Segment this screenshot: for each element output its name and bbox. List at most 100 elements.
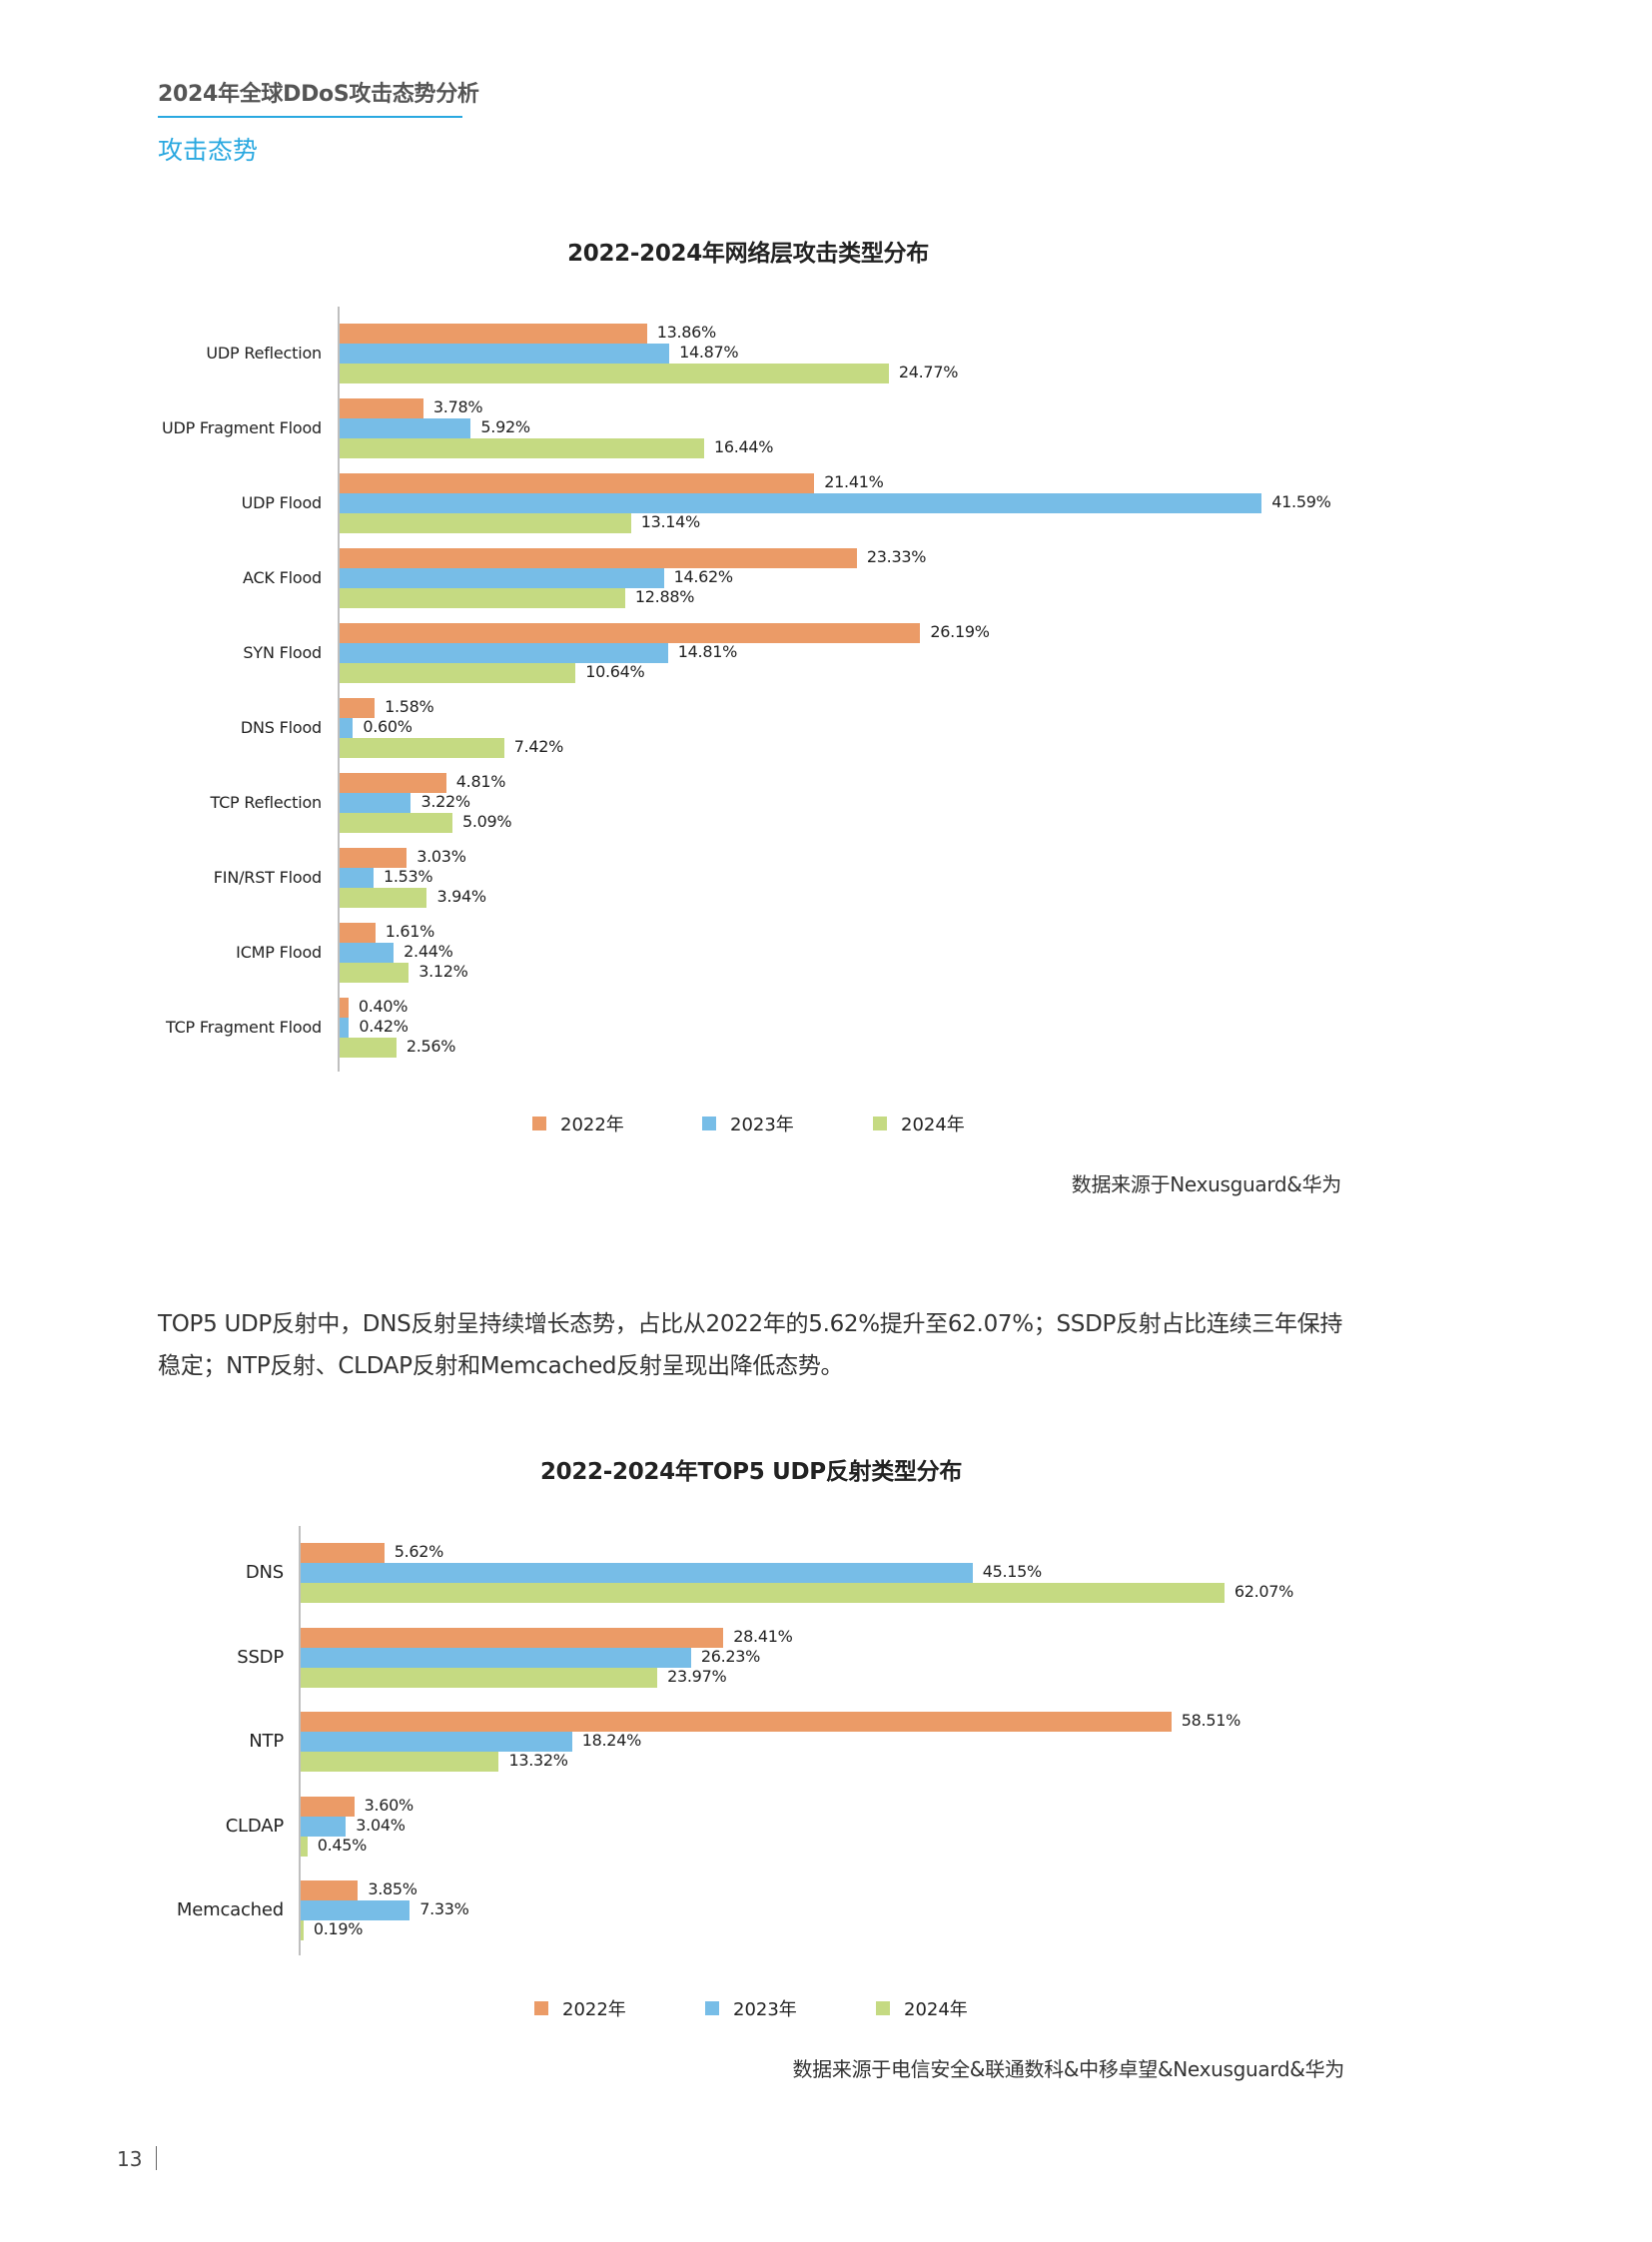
legend-label: 2024年 [904,1999,968,2020]
bar-2022 [340,623,921,643]
bar-2022 [301,1627,724,1648]
data-label: 3.60% [364,1795,414,1815]
category-label: CLDAP [225,1815,285,1837]
bar-2022 [340,473,815,493]
bar-2023 [340,643,668,663]
category-label: ICMP Flood [236,943,322,962]
data-label: 3.78% [432,397,483,416]
category-label: Memcached [176,1899,284,1920]
y-axis [299,1526,301,1955]
bar-2024 [340,1038,397,1058]
section-title: 攻击态势 [158,136,259,165]
category-label: FIN/RST Flood [213,868,322,887]
data-label: 14.87% [679,343,739,362]
bar-2024 [340,438,704,458]
bar-2023 [340,1018,350,1038]
bar-2023 [340,568,664,588]
bar-2024 [301,1920,304,1940]
bar-2023 [340,718,354,738]
bar-2024 [340,888,427,908]
bar-2024 [340,513,631,533]
category-label: SSDP [237,1646,284,1668]
data-label: 5.92% [480,417,530,436]
data-label: 13.32% [508,1751,568,1770]
bar-2024 [340,588,625,608]
data-label: 3.94% [436,887,486,906]
legend-item-2022: 2022年 [532,1111,624,1136]
bar-2024 [340,663,576,683]
bar-2022 [301,1712,1172,1732]
bar-2023 [301,1647,691,1668]
bar-2022 [340,848,408,868]
legend-item-2022: 2022年 [534,1995,626,2021]
bar-2022 [301,1543,385,1563]
data-label: 26.19% [930,622,990,641]
data-label: 3.22% [420,792,470,811]
data-label: 7.33% [419,1899,469,1918]
legend-label: 2022年 [562,1999,626,2020]
bar-2022 [340,548,857,568]
bar-2023 [301,1563,973,1583]
data-label: 13.14% [640,512,701,531]
category-label: UDP Fragment Flood [161,418,322,437]
legend-item-2023: 2023年 [705,1995,797,2021]
bar-2023 [301,1816,347,1837]
category-label: SYN Flood [243,643,322,662]
data-label: 13.86% [656,323,717,342]
legend-label: 2023年 [733,1999,797,2020]
data-label: 0.19% [313,1919,364,1938]
legend-swatch-2023 [705,2001,719,2015]
data-label: 0.45% [317,1835,368,1855]
data-label: 10.64% [585,662,645,681]
bar-2022 [340,773,446,793]
data-label: 4.81% [455,772,506,791]
data-label: 28.41% [733,1626,793,1646]
bar-2023 [340,943,395,963]
data-label: 1.58% [385,697,434,716]
data-label: 26.23% [700,1646,761,1666]
data-label: 1.53% [383,867,433,886]
data-label: 3.04% [356,1815,406,1835]
chart-source-note: 数据来源于电信安全&联通数科&中移卓望&Nexusguard&华为 [792,2057,1344,2081]
legend-item-2023: 2023年 [702,1111,794,1136]
category-label: ACK Flood [243,568,322,587]
document-title: 2024年全球DDoS攻击态势分析 [158,82,479,107]
data-label: 23.33% [866,547,927,566]
bar-2022 [340,698,376,718]
data-label: 2.56% [406,1037,456,1056]
bar-2024 [301,1583,1225,1603]
category-label: TCP Fragment Flood [165,1018,322,1037]
chart-source-note: 数据来源于Nexusguard&华为 [1071,1172,1342,1196]
data-label: 3.85% [368,1879,417,1898]
bar-2024 [340,738,504,758]
legend-item-2024: 2024年 [876,1995,968,2021]
data-label: 7.42% [513,737,564,756]
data-label: 24.77% [898,363,959,381]
data-label: 0.40% [358,997,409,1016]
data-label: 14.81% [677,642,738,661]
data-label: 5.09% [461,812,512,831]
data-label: 62.07% [1234,1582,1294,1601]
category-label: UDP Flood [241,493,323,512]
bar-2024 [340,813,452,833]
data-label: 3.03% [416,847,466,866]
legend-swatch-2022 [534,2001,548,2015]
chart-title: 2022-2024年TOP5 UDP反射类型分布 [539,1459,963,1485]
data-label: 16.44% [713,437,774,456]
page-number: 13 [117,2147,143,2171]
data-label: 1.61% [385,922,435,941]
bar-2023 [340,868,374,888]
data-label: 2.44% [404,942,453,961]
data-label: 23.97% [667,1666,727,1686]
legend-swatch-2024 [876,2001,890,2015]
legend-swatch-2022 [532,1117,546,1130]
bar-2023 [301,1732,572,1752]
category-label: NTP [249,1731,284,1752]
bar-2024 [340,364,889,383]
data-label: 0.42% [359,1017,409,1036]
bar-2022 [340,398,423,418]
data-label: 21.41% [824,472,884,491]
category-label: TCP Reflection [210,793,322,812]
bar-2024 [301,1667,658,1688]
header-divider [158,116,462,118]
